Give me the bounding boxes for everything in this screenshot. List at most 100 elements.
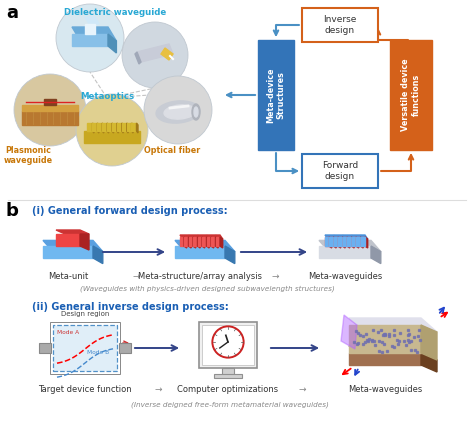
Text: Meta-waveguides: Meta-waveguides [308,272,382,281]
Text: a: a [6,4,18,22]
Polygon shape [343,235,350,239]
Polygon shape [189,237,193,246]
Polygon shape [131,123,137,131]
Polygon shape [319,246,371,258]
Polygon shape [220,237,223,248]
Text: Optical fiber: Optical fiber [144,146,200,155]
Text: (i) General forward design process:: (i) General forward design process: [32,206,228,216]
Polygon shape [44,99,56,105]
Polygon shape [361,237,365,246]
Polygon shape [180,235,187,239]
Polygon shape [349,353,421,365]
Polygon shape [117,123,118,133]
Polygon shape [343,237,347,246]
FancyBboxPatch shape [302,154,378,188]
Polygon shape [365,237,368,248]
Text: Mode B: Mode B [87,349,109,354]
Bar [39,343,51,353]
Text: Mode A: Mode A [57,330,79,335]
Polygon shape [112,123,114,133]
Polygon shape [137,44,173,62]
Polygon shape [356,237,361,246]
Circle shape [14,74,86,146]
Polygon shape [193,235,200,239]
Polygon shape [184,237,189,246]
Polygon shape [137,123,138,133]
Circle shape [76,94,148,166]
Text: →: → [132,272,140,281]
Polygon shape [352,237,356,246]
Polygon shape [180,237,184,246]
Polygon shape [202,235,209,239]
Polygon shape [211,235,218,239]
Polygon shape [225,246,235,264]
Text: →: → [298,385,306,394]
Polygon shape [325,237,329,246]
Text: Design region: Design region [61,311,109,317]
Polygon shape [352,237,356,246]
Polygon shape [184,235,191,239]
Polygon shape [198,237,200,248]
Polygon shape [22,111,78,125]
Text: (Waveguides with physics-driven designed subwavelength structures): (Waveguides with physics-driven designed… [80,286,334,293]
Polygon shape [338,237,341,248]
Polygon shape [334,235,341,239]
Text: Meta-structure/array analysis: Meta-structure/array analysis [138,272,262,281]
Polygon shape [117,123,122,131]
Polygon shape [361,237,363,248]
Text: b: b [6,202,19,220]
Polygon shape [102,123,107,131]
Polygon shape [329,237,334,246]
Bar [50,322,120,374]
Polygon shape [189,237,191,248]
Polygon shape [349,325,421,353]
Polygon shape [72,27,117,41]
Polygon shape [352,237,354,248]
Polygon shape [352,235,359,239]
Polygon shape [216,237,218,248]
Polygon shape [338,237,343,246]
Polygon shape [319,240,381,251]
Circle shape [212,326,244,357]
Polygon shape [334,237,336,248]
Polygon shape [421,353,437,372]
Polygon shape [85,24,95,34]
Polygon shape [92,123,97,131]
Polygon shape [193,237,196,248]
Polygon shape [80,234,89,250]
Bar [202,325,254,365]
FancyBboxPatch shape [258,40,294,150]
Polygon shape [349,346,437,360]
Ellipse shape [164,105,196,119]
Polygon shape [189,235,196,239]
Text: Plasmonic
waveguide: Plasmonic waveguide [3,146,53,165]
Polygon shape [132,123,133,133]
Polygon shape [22,105,78,111]
Ellipse shape [194,107,198,117]
Polygon shape [216,235,223,239]
Polygon shape [184,237,187,248]
Polygon shape [88,123,92,131]
Polygon shape [207,237,209,248]
Polygon shape [343,237,347,246]
Polygon shape [211,237,216,246]
Polygon shape [207,235,214,239]
Polygon shape [56,234,80,246]
Polygon shape [72,34,108,46]
Polygon shape [43,246,93,258]
Polygon shape [202,237,207,246]
Polygon shape [161,48,173,60]
Polygon shape [107,123,112,131]
Ellipse shape [156,101,200,123]
Polygon shape [329,237,332,248]
Polygon shape [343,237,345,248]
Polygon shape [356,237,361,246]
Circle shape [122,22,188,88]
Text: Versatile device
functions: Versatile device functions [401,59,421,131]
Polygon shape [56,230,89,234]
Polygon shape [347,237,352,246]
FancyBboxPatch shape [302,8,378,42]
Polygon shape [108,34,117,53]
Text: Meta-unit: Meta-unit [48,272,88,281]
Polygon shape [198,237,202,246]
